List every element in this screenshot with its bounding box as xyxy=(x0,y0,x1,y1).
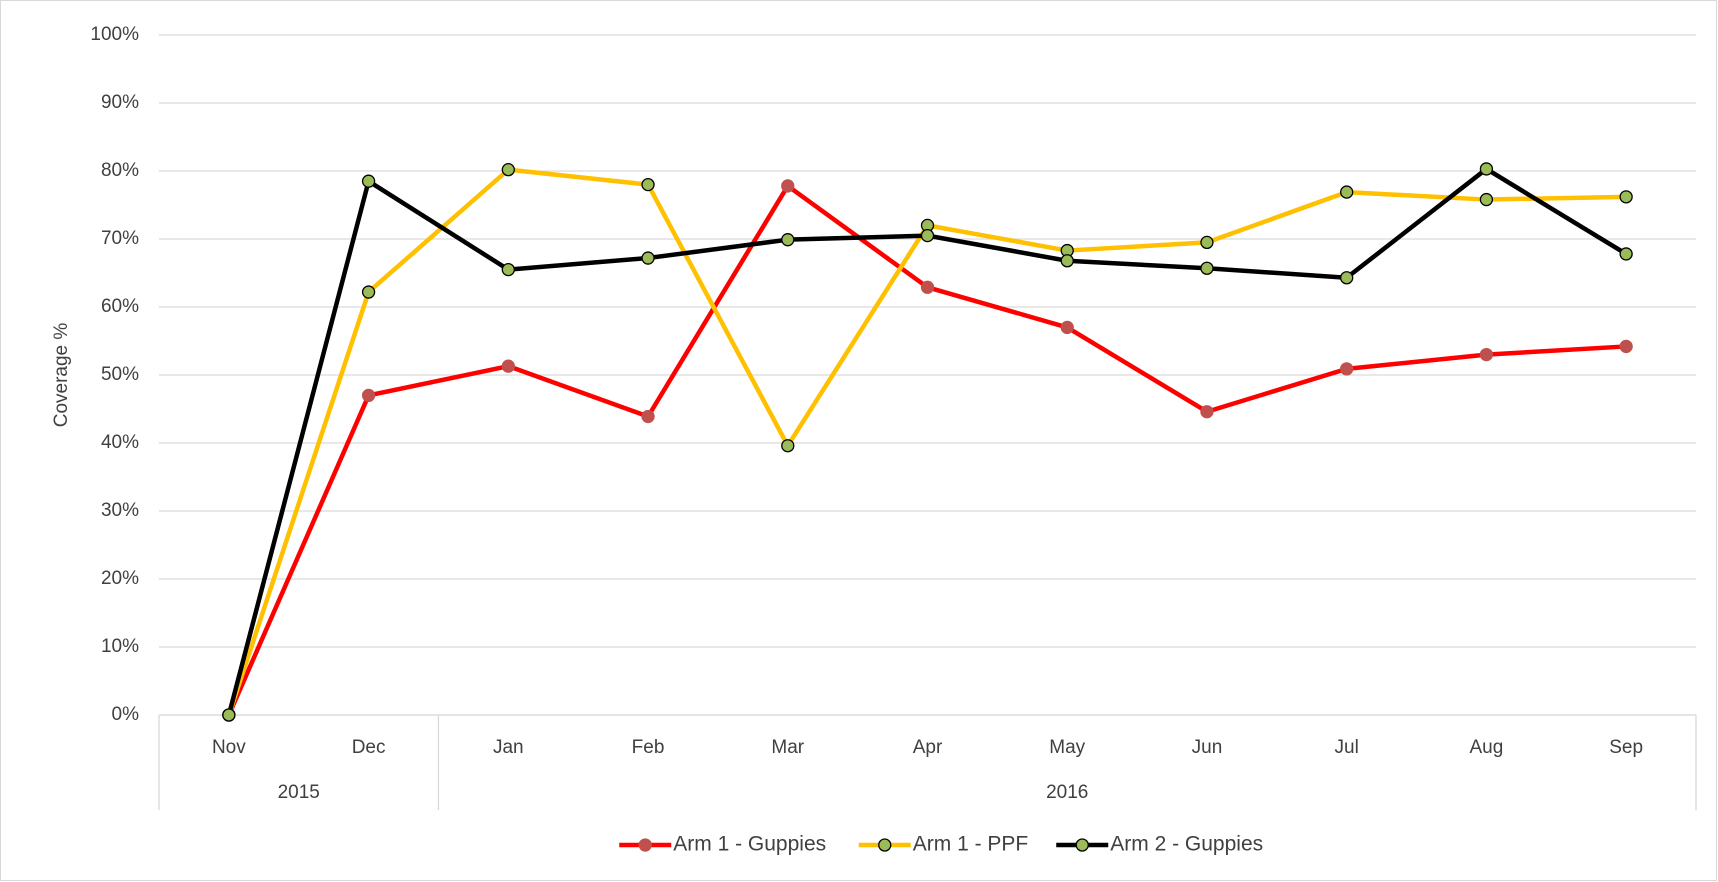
data-point xyxy=(1479,192,1494,207)
legend-marker xyxy=(878,838,892,852)
x-tick-label: Mar xyxy=(771,737,804,758)
x-tick-label: Feb xyxy=(632,737,665,758)
group-label: 2016 xyxy=(1046,782,1088,803)
legend-label: Arm 2 - Guppies xyxy=(1110,833,1263,856)
data-point xyxy=(1200,261,1214,275)
legend-marker xyxy=(638,838,652,852)
y-tick-label: 20% xyxy=(101,568,139,589)
x-tick-label: Nov xyxy=(212,737,246,758)
legend-label: Arm 1 - Guppies xyxy=(673,833,826,856)
y-tick-label: 100% xyxy=(90,24,139,45)
y-tick-label: 80% xyxy=(101,160,139,181)
y-tick-label: 40% xyxy=(101,432,139,453)
data-point xyxy=(641,251,655,265)
data-point xyxy=(781,179,795,193)
y-tick-label: 60% xyxy=(101,296,139,317)
data-point xyxy=(781,439,795,453)
x-tick-label: Jul xyxy=(1335,737,1359,758)
legend-label: Arm 1 - PPF xyxy=(913,833,1029,856)
x-tick-label: Jan xyxy=(493,737,524,758)
x-tick-label: Jun xyxy=(1192,737,1223,758)
data-point xyxy=(501,162,515,177)
x-tick-label: Dec xyxy=(352,737,386,758)
y-axis-label: Coverage % xyxy=(51,323,72,428)
data-point xyxy=(501,359,515,373)
y-tick-label: 0% xyxy=(112,704,140,725)
data-point xyxy=(920,228,935,243)
data-point xyxy=(361,174,376,188)
data-point xyxy=(1619,339,1633,354)
group-label: 2015 xyxy=(278,782,320,803)
data-point xyxy=(1060,254,1074,268)
data-point xyxy=(361,285,376,299)
data-point xyxy=(1200,235,1214,250)
data-point xyxy=(1200,405,1214,419)
x-tick-label: Aug xyxy=(1470,737,1504,758)
data-point xyxy=(361,388,376,403)
data-point xyxy=(641,409,655,424)
data-point xyxy=(781,233,795,247)
y-tick-label: 10% xyxy=(101,636,139,657)
data-point xyxy=(222,708,236,722)
data-point xyxy=(641,177,655,192)
y-tick-label: 50% xyxy=(101,364,139,385)
data-point xyxy=(1619,190,1633,204)
data-point xyxy=(1340,271,1354,285)
data-point xyxy=(501,262,515,277)
data-point xyxy=(1479,162,1494,176)
x-tick-label: May xyxy=(1049,737,1085,758)
data-point xyxy=(1619,247,1633,261)
data-point xyxy=(1479,347,1494,362)
data-point xyxy=(920,280,935,294)
y-tick-label: 70% xyxy=(101,228,139,249)
x-tick-label: Apr xyxy=(913,737,943,758)
legend-marker xyxy=(1075,838,1089,852)
x-tick-label: Sep xyxy=(1609,737,1643,758)
data-point xyxy=(1340,362,1354,376)
y-tick-label: 90% xyxy=(101,92,139,113)
data-point xyxy=(1340,185,1354,199)
data-point xyxy=(1060,320,1074,335)
y-tick-label: 30% xyxy=(101,500,139,521)
